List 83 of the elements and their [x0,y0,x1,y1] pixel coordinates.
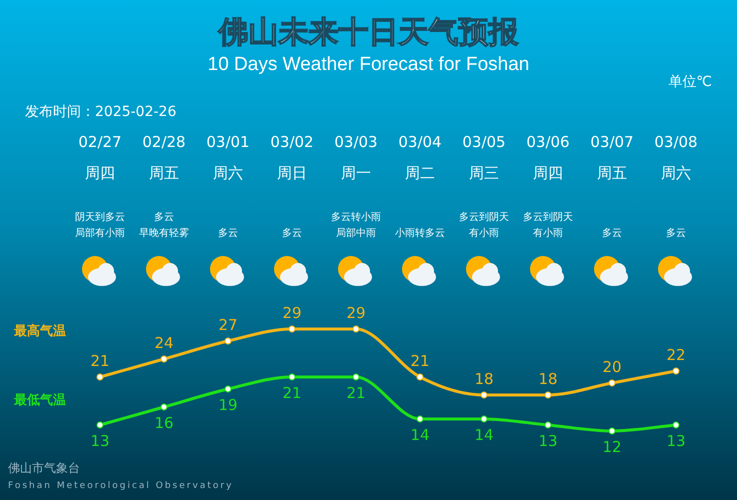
text: 周三 [469,164,499,182]
text: 多云 [666,227,686,239]
point [416,374,424,380]
text: 单位℃ [668,74,712,90]
chart-title: 佛山未来十日天气预报 [218,16,520,49]
text: 发布时间：2025-02-26 [25,104,176,120]
data-label: 20 [602,358,622,376]
data-label: 21 [90,352,110,370]
data-label: 18 [474,370,494,388]
x-tick-label: 03/03 [334,133,378,151]
text: 周五 [149,164,179,182]
text: 多云到阴天 [523,211,573,223]
data-label: 19 [218,396,238,414]
point [160,404,168,410]
x-tick-label: 03/07 [590,133,634,151]
point [544,422,552,428]
point [160,356,168,362]
text: 多云 [282,227,302,239]
text: 多云 [602,227,622,239]
point [672,422,680,428]
text: 多云到阴天 [459,211,509,223]
text: 周六 [661,164,691,182]
text: 局部有小雨 [75,227,125,239]
data-label: 22 [666,346,686,364]
x-tick-label: 03/04 [398,133,442,151]
x-tick-label: 03/08 [654,133,698,151]
text: 早晚有轻雾 [139,227,189,239]
point [672,368,680,374]
data-label: 13 [538,432,558,450]
text: 周日 [277,164,307,182]
text: 最低气温 [13,393,66,408]
data-label: 29 [346,304,366,322]
data-label: 14 [474,426,494,444]
point [288,326,296,332]
point [288,374,296,380]
text: 多云转小雨 [331,211,381,223]
point [480,392,488,398]
text: 小雨转多云 [395,227,445,239]
data-label: 24 [154,334,174,352]
text: 有小雨 [469,227,499,239]
text: 周四 [533,164,563,182]
text: 多云 [218,227,238,239]
point [352,374,360,380]
data-label: 16 [154,414,174,432]
point [352,326,360,332]
x-tick-label: 03/06 [526,133,570,151]
data-label: 21 [346,384,366,402]
data-label: 27 [218,316,238,334]
x-tick-label: 03/01 [206,133,250,151]
chart-subtitle: 10 Days Weather Forecast for Foshan [208,54,530,75]
x-tick-label: 02/28 [142,133,186,151]
point [224,386,232,392]
text: 周一 [341,164,371,182]
data-label: 21 [410,352,430,370]
x-tick-label: 03/02 [270,133,314,151]
point [96,374,104,380]
text: 周四 [85,164,115,182]
data-label: 21 [282,384,302,402]
point [480,416,488,422]
text: 局部中雨 [336,227,376,239]
point [608,428,616,434]
x-tick-label: 03/05 [462,133,506,151]
data-label: 12 [602,438,622,456]
text: 多云 [154,211,174,223]
data-label: 18 [538,370,558,388]
text: 佛山市气象台 [8,461,80,475]
data-label: 29 [282,304,302,322]
text: 阴天到多云 [75,211,125,223]
point [416,416,424,422]
data-label: 14 [410,426,430,444]
point [544,392,552,398]
point [608,380,616,386]
text: 周六 [213,164,243,182]
data-label: 13 [90,432,110,450]
text: 有小雨 [533,227,563,239]
x-tick-label: 02/27 [78,133,122,151]
text: Foshan Meteorological Observatory [8,481,234,491]
text: 周五 [597,164,627,182]
text: 周二 [405,164,435,182]
text: 最高气温 [13,323,66,339]
point [224,338,232,344]
point [96,422,104,428]
data-label: 13 [666,432,686,450]
